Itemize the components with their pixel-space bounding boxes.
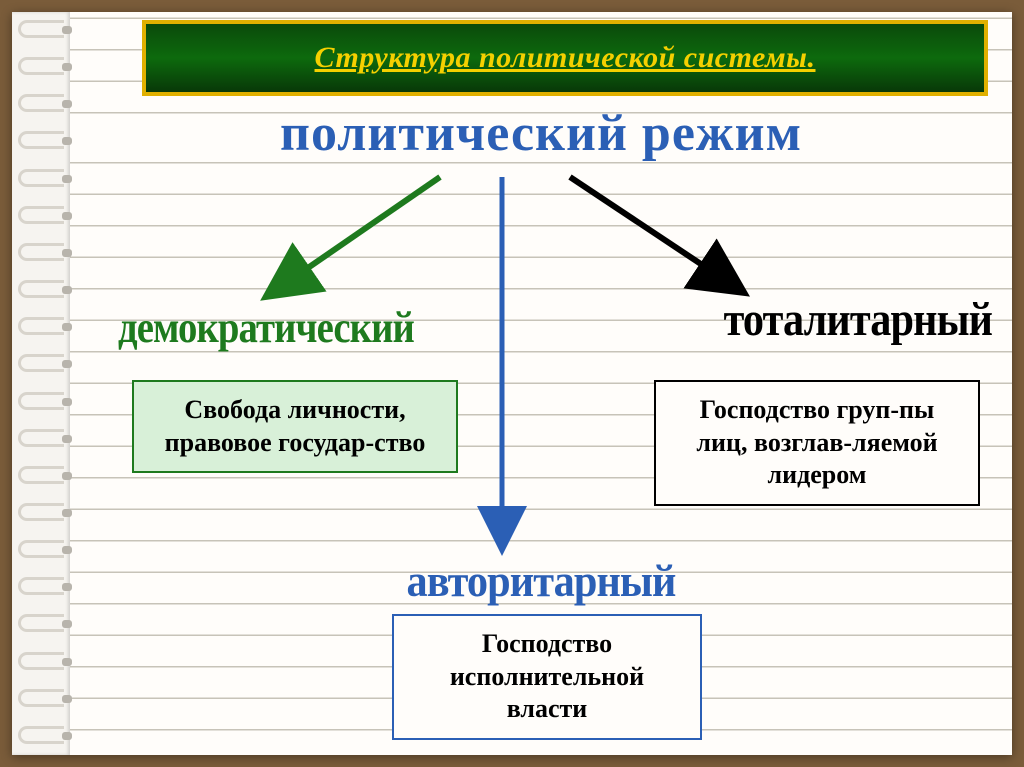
slide-frame: Структура политической системы. политиче…: [0, 0, 1024, 767]
paper-area: Структура политической системы. политиче…: [70, 12, 1012, 755]
box-democratic: Свобода личности, правовое государ-ство: [132, 380, 458, 473]
notebook: Структура политической системы. политиче…: [12, 12, 1012, 755]
label-authoritarian: авторитарный: [108, 554, 975, 607]
label-totalitarian: тоталитарный: [723, 292, 992, 347]
box-totalitarian: Господство груп-пы лиц, возглав-ляемой л…: [654, 380, 980, 506]
spiral-binding: [12, 12, 70, 755]
label-democratic: демократический: [118, 302, 414, 353]
box-authoritarian: Господство исполнительной власти: [392, 614, 702, 740]
